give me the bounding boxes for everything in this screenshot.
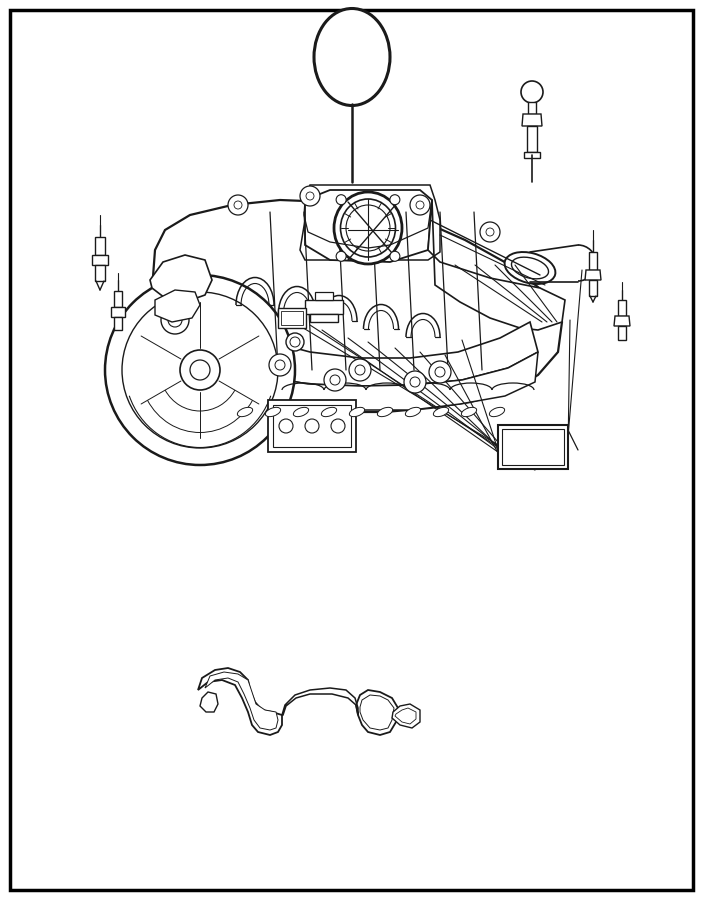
Polygon shape xyxy=(315,292,333,300)
Polygon shape xyxy=(95,237,105,255)
Circle shape xyxy=(331,419,345,433)
Ellipse shape xyxy=(340,199,396,257)
Polygon shape xyxy=(268,400,356,452)
Polygon shape xyxy=(614,316,630,326)
Polygon shape xyxy=(502,429,564,465)
Ellipse shape xyxy=(349,408,365,417)
Ellipse shape xyxy=(334,192,402,264)
Polygon shape xyxy=(150,255,212,302)
Ellipse shape xyxy=(489,408,505,417)
Polygon shape xyxy=(282,688,358,715)
Circle shape xyxy=(190,360,210,380)
Polygon shape xyxy=(155,290,200,322)
Circle shape xyxy=(486,228,494,236)
Ellipse shape xyxy=(505,252,555,284)
Polygon shape xyxy=(273,405,351,447)
Polygon shape xyxy=(300,185,440,260)
Circle shape xyxy=(168,313,182,327)
Polygon shape xyxy=(95,265,105,281)
Circle shape xyxy=(390,194,400,204)
Circle shape xyxy=(336,194,346,204)
Polygon shape xyxy=(152,200,562,412)
Polygon shape xyxy=(527,126,537,152)
Polygon shape xyxy=(498,425,568,469)
Circle shape xyxy=(279,419,293,433)
Circle shape xyxy=(349,359,371,381)
Polygon shape xyxy=(205,672,278,730)
Polygon shape xyxy=(10,10,693,890)
Polygon shape xyxy=(589,252,597,270)
Circle shape xyxy=(416,201,424,209)
Ellipse shape xyxy=(265,408,280,417)
Circle shape xyxy=(336,251,346,261)
Circle shape xyxy=(404,371,426,393)
Ellipse shape xyxy=(378,408,393,417)
Ellipse shape xyxy=(238,408,252,417)
Circle shape xyxy=(429,361,451,383)
Polygon shape xyxy=(618,326,626,340)
Ellipse shape xyxy=(461,408,477,417)
Circle shape xyxy=(330,375,340,385)
Ellipse shape xyxy=(433,408,449,417)
Circle shape xyxy=(269,354,291,376)
Circle shape xyxy=(161,306,189,334)
Polygon shape xyxy=(356,690,398,735)
Circle shape xyxy=(390,251,400,261)
Polygon shape xyxy=(528,102,536,114)
Circle shape xyxy=(228,195,248,215)
Polygon shape xyxy=(522,114,542,126)
Circle shape xyxy=(105,275,295,465)
Circle shape xyxy=(300,186,320,206)
Polygon shape xyxy=(278,308,306,328)
Polygon shape xyxy=(218,342,538,410)
Circle shape xyxy=(355,365,365,375)
Polygon shape xyxy=(222,320,538,386)
Polygon shape xyxy=(92,255,108,265)
Circle shape xyxy=(521,81,543,103)
Circle shape xyxy=(122,292,278,448)
Ellipse shape xyxy=(512,257,548,279)
Polygon shape xyxy=(585,270,601,280)
Polygon shape xyxy=(392,704,420,728)
Circle shape xyxy=(410,377,420,387)
Circle shape xyxy=(290,337,300,347)
Polygon shape xyxy=(524,152,540,158)
Ellipse shape xyxy=(321,408,337,417)
Circle shape xyxy=(435,367,445,377)
Polygon shape xyxy=(305,190,432,262)
Polygon shape xyxy=(589,280,597,296)
Ellipse shape xyxy=(346,205,390,251)
Circle shape xyxy=(306,192,314,200)
Circle shape xyxy=(324,369,346,391)
Polygon shape xyxy=(305,300,343,314)
Polygon shape xyxy=(618,300,626,316)
Polygon shape xyxy=(310,314,338,322)
Polygon shape xyxy=(198,668,282,735)
Circle shape xyxy=(480,222,500,242)
Polygon shape xyxy=(114,291,122,307)
Polygon shape xyxy=(200,692,218,712)
Polygon shape xyxy=(114,317,122,330)
Circle shape xyxy=(286,333,304,351)
Circle shape xyxy=(275,360,285,370)
Polygon shape xyxy=(281,311,303,325)
Circle shape xyxy=(410,195,430,215)
Polygon shape xyxy=(360,695,394,730)
Polygon shape xyxy=(111,307,125,317)
Polygon shape xyxy=(395,708,416,724)
Ellipse shape xyxy=(406,408,420,417)
Ellipse shape xyxy=(293,408,309,417)
Circle shape xyxy=(305,419,319,433)
Circle shape xyxy=(180,350,220,390)
Polygon shape xyxy=(428,200,565,330)
Ellipse shape xyxy=(314,8,390,105)
Circle shape xyxy=(234,201,242,209)
